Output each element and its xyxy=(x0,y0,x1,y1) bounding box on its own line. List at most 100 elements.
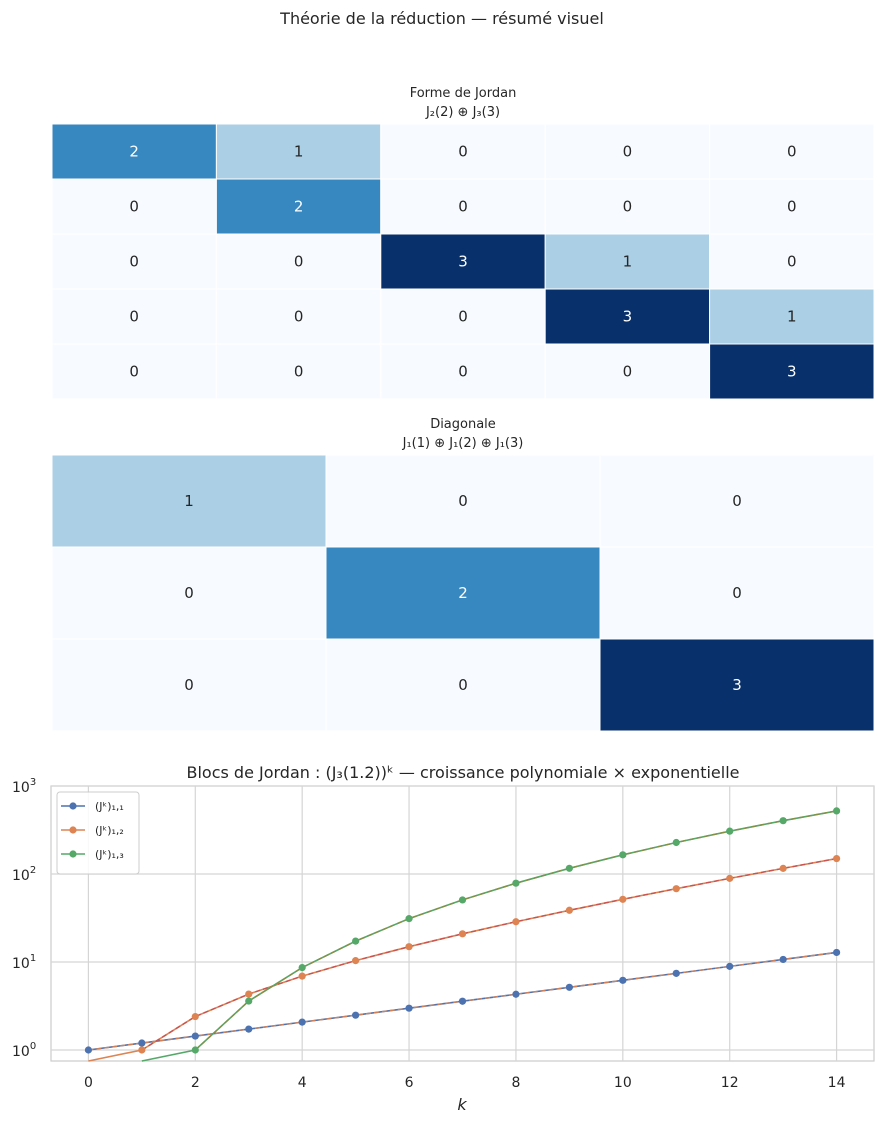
figure-suptitle: Théorie de la réduction — résumé visuel xyxy=(279,9,604,28)
legend-marker xyxy=(69,802,77,810)
series-point xyxy=(726,827,734,835)
heatmap-cell-label: 3 xyxy=(787,363,797,381)
series-point xyxy=(352,957,360,965)
series-point xyxy=(352,1011,360,1019)
x-tick-label: 0 xyxy=(84,1075,93,1091)
line-chart-plot-area xyxy=(50,785,875,1062)
heatmap-cell-label: 0 xyxy=(458,198,468,216)
heatmap-cell xyxy=(709,178,875,235)
series-point xyxy=(565,864,573,872)
series-point xyxy=(832,948,841,957)
series-point xyxy=(298,963,306,972)
x-tick-label: 4 xyxy=(298,1075,307,1091)
heatmap-cell-label: 0 xyxy=(184,676,194,694)
series-point xyxy=(458,930,467,938)
y-tick-label: 101 xyxy=(12,953,36,972)
x-tick-label: 8 xyxy=(511,1075,520,1091)
heatmap-cell xyxy=(51,178,217,235)
heatmap-cell xyxy=(599,546,875,640)
series-point xyxy=(298,972,306,980)
heatmap-cell xyxy=(380,178,546,235)
y-tick-base: 10 xyxy=(12,868,30,884)
series-point xyxy=(298,1018,306,1026)
legend-label: (Jᵏ)₁,₃ xyxy=(95,848,124,861)
series-point xyxy=(352,937,360,945)
heatmap-cell-label: 0 xyxy=(129,198,139,216)
heatmap-cell-label: 2 xyxy=(129,143,139,161)
series-point xyxy=(832,854,841,863)
y-tick-exponent: 0 xyxy=(30,1041,36,1052)
series-point xyxy=(726,874,734,882)
heatmap-cell-label: 0 xyxy=(129,253,139,271)
heatmap-cell-label: 3 xyxy=(458,253,468,271)
series-point xyxy=(405,943,413,951)
series-point xyxy=(245,1025,253,1033)
series-point xyxy=(512,918,520,926)
y-tick-label: 103 xyxy=(12,777,36,796)
heatmap-cell-label: 1 xyxy=(787,308,797,326)
heatmap-cell-label: 1 xyxy=(294,143,304,161)
series-point xyxy=(245,990,253,998)
heatmap-diagonal-title: Diagonale xyxy=(430,417,496,432)
heatmap-cell-label: 3 xyxy=(623,308,633,326)
series-reference-line xyxy=(141,857,837,1051)
series-point xyxy=(779,817,787,825)
heatmap-cell-label: 1 xyxy=(184,492,194,510)
series-point xyxy=(245,997,253,1005)
heatmap-jordan: Forme de Jordan J₂(2) ⊕ J₃(3) 2 1 0 0 0 0 2 0 0 0… xyxy=(51,86,875,400)
y-tick-base: 10 xyxy=(12,780,30,796)
heatmap-cell xyxy=(709,233,875,290)
line-chart-title: Blocs de Jordan : (J₃(1.2))ᵏ — croissanc… xyxy=(186,763,739,782)
line-chart-grid xyxy=(51,785,874,1061)
heatmap-cell-label: 0 xyxy=(458,308,468,326)
heatmap-cell-label: 0 xyxy=(458,363,468,381)
heatmap-cell-label: 0 xyxy=(129,363,139,381)
y-tick-exponent: 1 xyxy=(30,953,36,964)
heatmap-cell xyxy=(51,123,217,180)
series-point xyxy=(672,969,680,977)
x-tick-label: 10 xyxy=(614,1075,632,1091)
heatmap-cell xyxy=(380,288,546,345)
heatmap-cell-label: 0 xyxy=(458,492,468,510)
series-point xyxy=(191,1032,199,1040)
x-axis-label: k xyxy=(457,1095,467,1114)
series-point xyxy=(619,895,627,903)
heatmap-cell-label: 2 xyxy=(294,198,304,216)
series-point xyxy=(779,955,787,964)
heatmap-cell-label: 3 xyxy=(732,676,742,694)
heatmap-cell-label: 0 xyxy=(732,584,742,602)
heatmap-jordan-cells: 2 1 0 0 0 0 2 0 0 0 0 0 3 1 0 0 0 0 3 1 0 0 0 0 3 xyxy=(51,123,875,400)
heatmap-cell-label: 0 xyxy=(787,198,797,216)
series-point xyxy=(672,885,680,893)
series-point xyxy=(565,983,573,991)
line-chart: Blocs de Jordan : (J₃(1.2))ᵏ — croissanc… xyxy=(12,763,875,1114)
series-point xyxy=(619,851,627,859)
heatmap-cell xyxy=(544,288,711,345)
heatmap-diagonal: Diagonale J₁(1) ⊕ J₁(2) ⊕ J₁(3) 1 0 0 0 2 0 0 0… xyxy=(51,417,875,732)
heatmap-cell xyxy=(215,288,382,345)
heatmap-cell-label: 0 xyxy=(184,584,194,602)
y-tick-base: 10 xyxy=(12,956,30,972)
heatmap-cell-label: 0 xyxy=(458,143,468,161)
x-tick-label: 6 xyxy=(405,1075,414,1091)
heatmap-cell-label: 0 xyxy=(294,253,304,271)
legend-label: (Jᵏ)₁,₁ xyxy=(95,800,124,813)
heatmap-cell xyxy=(599,454,875,548)
y-tick-exponent: 3 xyxy=(30,777,36,788)
legend: (Jᵏ)₁,₁ (Jᵏ)₁,₂ (Jᵏ)₁,₃ xyxy=(56,791,140,875)
heatmap-jordan-subtitle: J₂(2) ⊕ J₃(3) xyxy=(425,105,500,120)
series-point xyxy=(512,990,520,998)
heatmap-cell xyxy=(380,233,546,290)
series-point xyxy=(458,896,467,904)
heatmap-cell-label: 0 xyxy=(623,198,633,216)
y-tick-label: 102 xyxy=(12,865,36,884)
series-point xyxy=(405,915,413,923)
heatmap-cell-label: 0 xyxy=(787,143,797,161)
heatmap-cell xyxy=(599,638,875,732)
series-point xyxy=(458,997,467,1005)
heatmap-cell xyxy=(215,233,382,290)
heatmap-cell-label: 0 xyxy=(732,492,742,510)
heatmap-cell xyxy=(380,343,546,400)
